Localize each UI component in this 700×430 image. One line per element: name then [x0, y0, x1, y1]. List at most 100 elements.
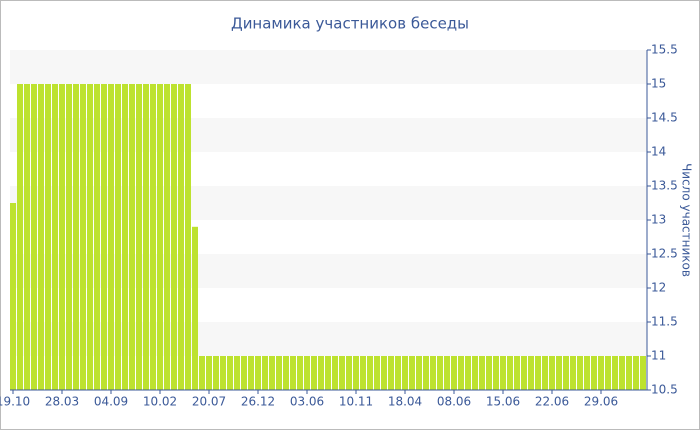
- y-tick-label: 15.5: [651, 43, 678, 57]
- bar: [318, 356, 324, 390]
- bar: [626, 356, 632, 390]
- y-tick-label: 13.5: [651, 179, 678, 193]
- bar: [290, 356, 296, 390]
- y-tick-label: 11: [651, 349, 666, 363]
- bar: [402, 356, 408, 390]
- bar: [185, 84, 191, 390]
- x-tick-label: 18.04: [388, 395, 422, 409]
- bar: [31, 84, 37, 390]
- bar: [353, 356, 359, 390]
- bar: [332, 356, 338, 390]
- bar: [521, 356, 527, 390]
- bar: [528, 356, 534, 390]
- y-tick-label: 11.5: [651, 315, 678, 329]
- bar: [619, 356, 625, 390]
- bar: [101, 84, 107, 390]
- x-tick-label: 15.06: [486, 395, 520, 409]
- bar: [227, 356, 233, 390]
- bar: [241, 356, 247, 390]
- bar: [486, 356, 492, 390]
- bar: [283, 356, 289, 390]
- y-tick-label: 12: [651, 281, 666, 295]
- x-tick-label: 20.07: [192, 395, 226, 409]
- y-axis-label: Число участников: [680, 163, 694, 277]
- bar: [542, 356, 548, 390]
- bar: [129, 84, 135, 390]
- bar: [38, 84, 44, 390]
- x-tick-label: 10.11: [339, 395, 373, 409]
- chart-title: Динамика участников беседы: [231, 15, 469, 33]
- x-tick-label: 29.06: [584, 395, 618, 409]
- bar: [150, 84, 156, 390]
- bar: [549, 356, 555, 390]
- bar: [94, 84, 100, 390]
- x-tick-label: 19.10: [0, 395, 30, 409]
- bar: [269, 356, 275, 390]
- bar: [157, 84, 163, 390]
- bar: [423, 356, 429, 390]
- bar: [24, 84, 30, 390]
- bar: [395, 356, 401, 390]
- bar: [220, 356, 226, 390]
- bar: [640, 356, 646, 390]
- bar: [234, 356, 240, 390]
- bar: [80, 84, 86, 390]
- bar: [262, 356, 268, 390]
- bar: [73, 84, 79, 390]
- bar: [577, 356, 583, 390]
- bar: [591, 356, 597, 390]
- bar: [66, 84, 72, 390]
- bar: [297, 356, 303, 390]
- bar: [451, 356, 457, 390]
- bar: [213, 356, 219, 390]
- y-tick-label: 12.5: [651, 247, 678, 261]
- bar: [388, 356, 394, 390]
- bar: [605, 356, 611, 390]
- bar: [276, 356, 282, 390]
- bar: [255, 356, 261, 390]
- bar: [199, 356, 205, 390]
- bar: [136, 84, 142, 390]
- bar: [171, 84, 177, 390]
- bar: [444, 356, 450, 390]
- bar: [122, 84, 128, 390]
- bar: [115, 84, 121, 390]
- bar: [192, 226, 198, 390]
- bar: [108, 84, 114, 390]
- bar: [367, 356, 373, 390]
- bar: [633, 356, 639, 390]
- x-tick-label: 28.03: [45, 395, 79, 409]
- x-tick-label: 04.09: [94, 395, 128, 409]
- bar: [479, 356, 485, 390]
- bar: [514, 356, 520, 390]
- bar: [360, 356, 366, 390]
- bar: [87, 84, 93, 390]
- y-tick-label: 10.5: [651, 383, 678, 397]
- bar: [416, 356, 422, 390]
- grid-band: [10, 50, 647, 84]
- bar: [325, 356, 331, 390]
- bar: [507, 356, 513, 390]
- x-tick-label: 26.12: [241, 395, 275, 409]
- bar: [500, 356, 506, 390]
- x-tick-label: 03.06: [290, 395, 324, 409]
- x-tick-label: 08.06: [437, 395, 471, 409]
- bar: [612, 356, 618, 390]
- y-tick-label: 13: [651, 213, 666, 227]
- bar: [311, 356, 317, 390]
- bar: [563, 356, 569, 390]
- bar: [52, 84, 58, 390]
- bar: [584, 356, 590, 390]
- bar: [465, 356, 471, 390]
- bar: [59, 84, 65, 390]
- bar: [206, 356, 212, 390]
- bar: [10, 203, 16, 390]
- bar: [409, 356, 415, 390]
- bar: [339, 356, 345, 390]
- bar: [17, 84, 23, 390]
- bar: [430, 356, 436, 390]
- bar: [248, 356, 254, 390]
- bar: [598, 356, 604, 390]
- bar: [346, 356, 352, 390]
